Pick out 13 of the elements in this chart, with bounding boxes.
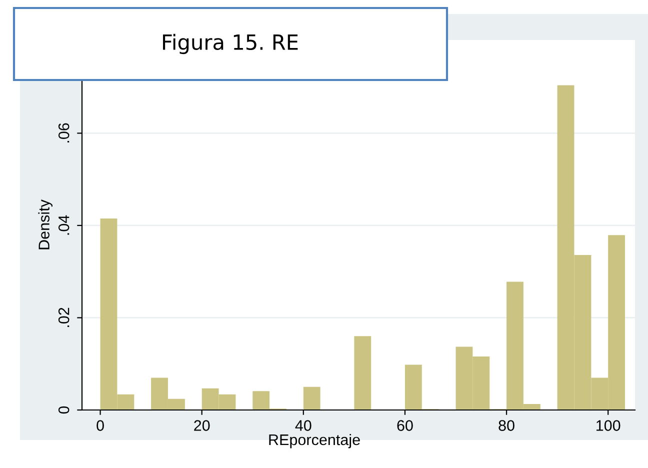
y-tick-label: .02 [58,308,70,327]
x-tick-label: 40 [295,420,312,431]
y-axis-title: Density [38,200,52,250]
x-tick-label: 100 [596,420,620,431]
y-tick-label: .04 [58,215,70,235]
y-tick-label: .06 [58,123,70,142]
x-tick-label: 20 [194,420,210,431]
y-tick-label: 0 [58,406,70,414]
x-tick-label: 80 [498,420,514,431]
x-axis-title: REporcentaje [269,434,360,448]
chart-title: Figura 15. RE [163,34,298,54]
x-tick-label: 60 [397,420,413,431]
x-tick-label: 0 [96,420,104,431]
